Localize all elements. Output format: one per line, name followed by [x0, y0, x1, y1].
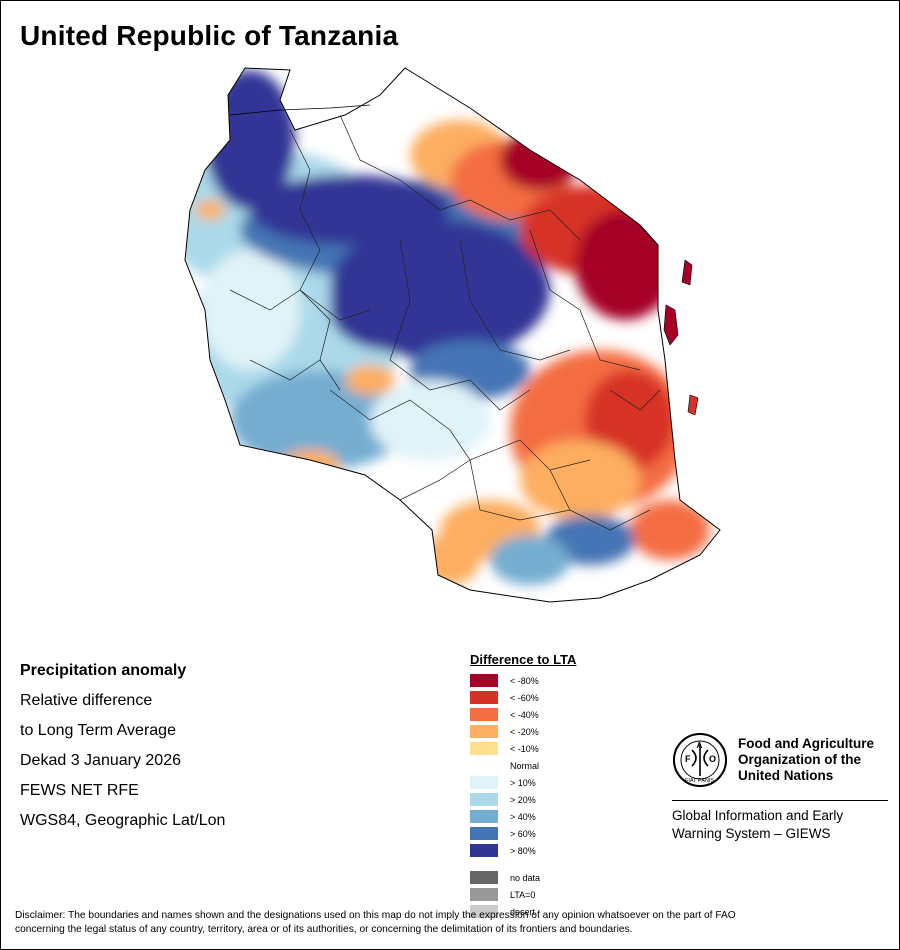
legend-item-swatch-1 — [470, 691, 498, 704]
legend-item-label-9: > 60% — [510, 828, 536, 839]
legend-title: Difference to LTA — [470, 652, 577, 667]
legend-item-swatch-0 — [470, 674, 498, 687]
zanzibar-island — [663, 304, 679, 346]
legend-extra-label-0: no data — [510, 872, 541, 883]
legend-item-label-2: < -40% — [510, 709, 539, 720]
info-line-2: to Long Term Average — [20, 722, 176, 739]
svg-text:O: O — [709, 754, 716, 764]
regional-borders — [229, 114, 661, 531]
legend-item-row-7: > 20% — [470, 791, 576, 808]
country-border — [184, 67, 721, 603]
disclaimer-line-1: Disclaimer: The boundaries and names sho… — [15, 910, 736, 921]
legend-item-label-3: < -20% — [510, 726, 539, 737]
legend-item-swatch-7 — [470, 793, 498, 806]
legend: Difference to LTA < -80% < -60% < -40% < -2… — [470, 652, 576, 920]
legend-item-swatch-3 — [470, 725, 498, 738]
mafia-island — [687, 394, 699, 416]
legend-extra: no data LTA=0 desert — [470, 869, 576, 920]
legend-item-label-0: < -80% — [510, 675, 539, 686]
legend-item-swatch-10 — [470, 844, 498, 857]
pemba-island — [681, 259, 693, 286]
legend-item-swatch-5 — [470, 759, 498, 772]
legend-item-row-5: Normal — [470, 757, 576, 774]
disclaimer-line-2: concerning the legal status of any count… — [15, 924, 633, 935]
legend-extra-swatch-1 — [470, 888, 498, 901]
legend-item-label-8: > 40% — [510, 811, 536, 822]
legend-extra-swatch-0 — [470, 871, 498, 884]
legend-extra-label-1: LTA=0 — [510, 889, 536, 900]
legend-items: < -80% < -60% < -40% < -20% < -10% Normal > 10… — [470, 672, 576, 859]
map-title: United Republic of Tanzania — [20, 20, 399, 51]
legend-item-swatch-2 — [470, 708, 498, 721]
legend-item-row-0: < -80% — [470, 672, 576, 689]
legend-item-label-5: Normal — [510, 760, 540, 771]
fao-divider — [672, 800, 888, 801]
legend-extra-label-2: desert — [510, 906, 536, 917]
info-heading: Precipitation anomaly — [20, 662, 187, 679]
map-info: Precipitation anomaly Relative differenc… — [20, 656, 225, 836]
fao-name-line-2: Organization of the — [738, 752, 861, 767]
legend-item-swatch-9 — [470, 827, 498, 840]
legend-item-label-4: < -10% — [510, 743, 539, 754]
legend-item-row-4: < -10% — [470, 740, 576, 757]
svg-text:A: A — [697, 741, 703, 750]
legend-item-swatch-4 — [470, 742, 498, 755]
anomaly-raster — [185, 68, 720, 602]
legend-extra-row-0: no data — [470, 869, 576, 886]
legend-item-row-8: > 40% — [470, 808, 576, 825]
fao-emblem-icon: F A O FIAT PANIS — [673, 733, 727, 787]
legend-item-row-9: > 60% — [470, 825, 576, 842]
legend-item-label-7: > 20% — [510, 794, 536, 805]
info-line-4: FEWS NET RFE — [20, 782, 139, 799]
legend-item-row-1: < -60% — [470, 689, 576, 706]
legend-item-row-6: > 10% — [470, 774, 576, 791]
legend-extra-swatch-2 — [470, 905, 498, 918]
legend-item-swatch-8 — [470, 810, 498, 823]
lake-victoria-shoreline — [229, 104, 371, 116]
legend-item-row-3: < -20% — [470, 723, 576, 740]
svg-text:FIAT PANIS: FIAT PANIS — [685, 778, 714, 784]
anomaly-map — [184, 67, 721, 603]
legend-item-row-10: > 80% — [470, 842, 576, 859]
legend-item-label-1: < -60% — [510, 692, 539, 703]
svg-text:F: F — [685, 754, 691, 764]
fao-name-line-1: Food and Agriculture — [738, 736, 874, 751]
info-line-5: WGS84, Geographic Lat/Lon — [20, 812, 226, 829]
legend-extra-row-2: desert — [470, 903, 576, 920]
legend-extra-row-1: LTA=0 — [470, 886, 576, 903]
giews-line-2: Warning System – GIEWS — [672, 826, 831, 841]
disclaimer: Disclaimer: The boundaries and names sho… — [15, 909, 885, 937]
legend-item-row-2: < -40% — [470, 706, 576, 723]
legend-item-label-10: > 80% — [510, 845, 536, 856]
legend-item-label-6: > 10% — [510, 777, 536, 788]
info-line-3: Dekad 3 January 2026 — [20, 752, 181, 769]
fao-name-line-3: United Nations — [738, 768, 834, 783]
fao-block: F A O FIAT PANIS Food and Agriculture Or… — [672, 732, 888, 843]
legend-item-swatch-6 — [470, 776, 498, 789]
info-line-1: Relative difference — [20, 692, 153, 709]
giews-line-1: Global Information and Early — [672, 808, 844, 823]
